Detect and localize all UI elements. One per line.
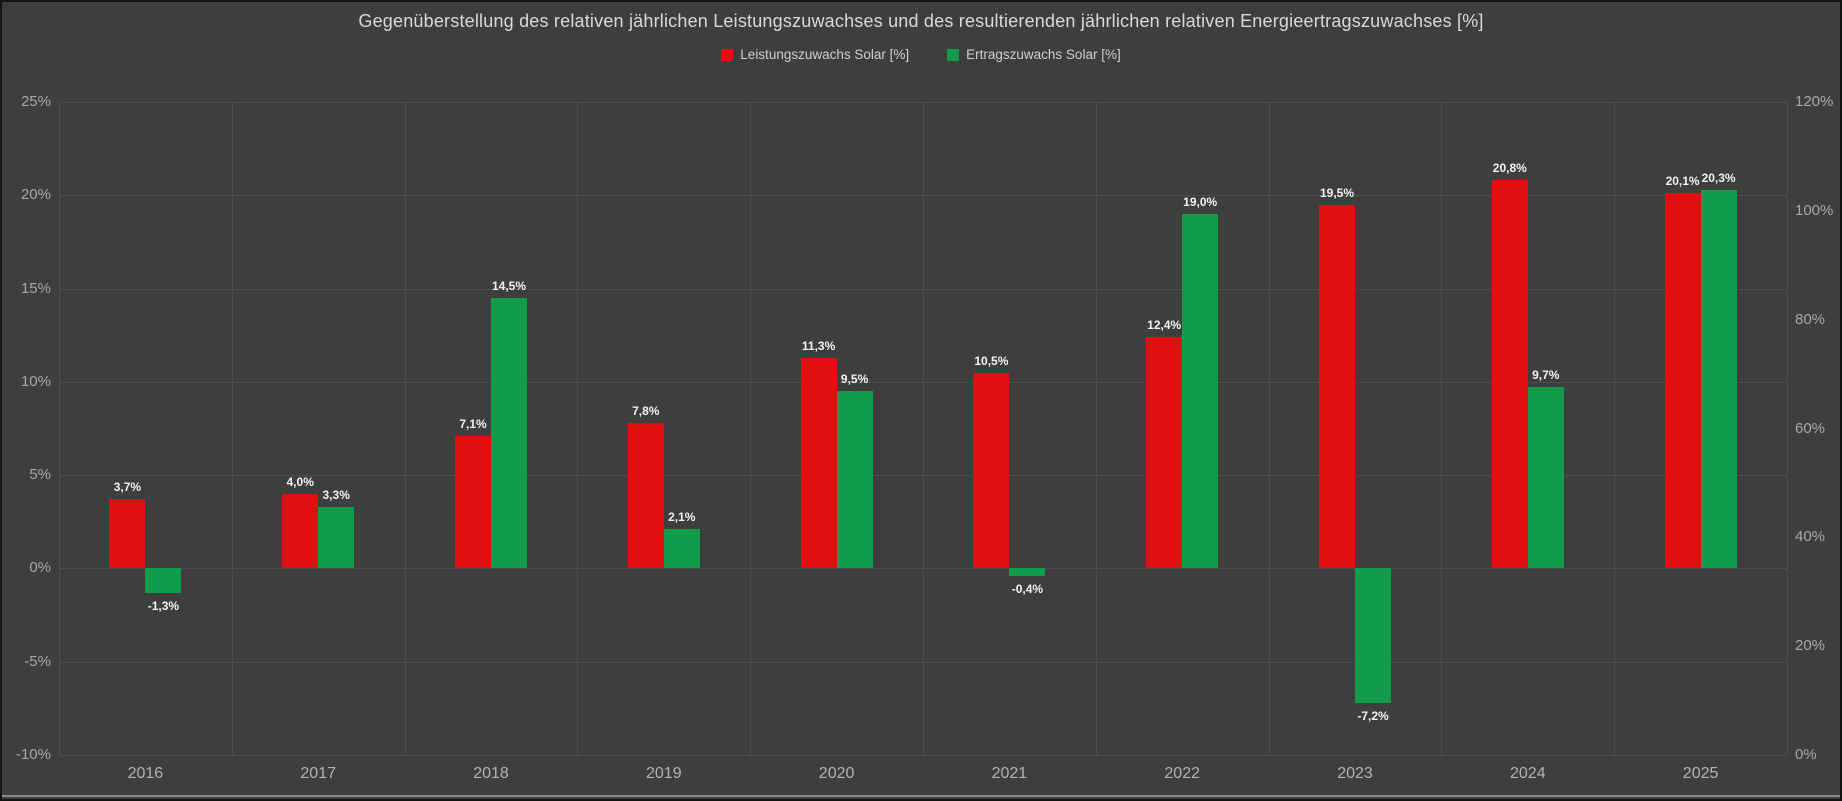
- gridline-v-7: [1268, 102, 1270, 755]
- bar-leistungszuwachs-2020: [800, 357, 837, 569]
- bar-leistungszuwachs-2019: [627, 422, 664, 569]
- data-label-leistungszuwachs-2023: 19,5%: [1319, 185, 1355, 200]
- left-axis-tick-15pct: 15%: [20, 279, 51, 297]
- chart-title: Gegenüberstellung des relativen jährlich…: [358, 11, 1484, 31]
- gridline-v-4: [750, 102, 752, 755]
- gridline-h--10pct: [59, 755, 1787, 756]
- data-label-ertragszuwachs-2021: -0,4%: [1011, 581, 1044, 596]
- data-label-leistungszuwachs-2024: 20,8%: [1492, 161, 1527, 176]
- data-label-leistungszuwachs-2016: 3,7%: [113, 480, 142, 495]
- x-axis-label-2020: 2020: [818, 765, 855, 782]
- legend-item-ertragszuwachs: Ertragszuwachs Solar [%]: [947, 47, 1121, 62]
- data-label-ertragszuwachs-2022: 19,0%: [1183, 194, 1218, 209]
- bar-leistungszuwachs-2025: [1664, 193, 1701, 569]
- bar-leistungszuwachs-2023: [1319, 204, 1355, 569]
- bar-ertragszuwachs-2021: [1009, 568, 1046, 576]
- x-axis-label-2022: 2022: [1164, 765, 1200, 782]
- bar-ertragszuwachs-2020: [836, 391, 873, 569]
- left-axis-tick-20pct: 20%: [20, 186, 51, 204]
- data-label-leistungszuwachs-2021: 10,5%: [974, 353, 1009, 368]
- data-label-ertragszuwachs-2023: -7,2%: [1357, 708, 1389, 723]
- bar-leistungszuwachs-2022: [1146, 337, 1183, 569]
- bar-ertragszuwachs-2016: [145, 568, 182, 593]
- bar-leistungszuwachs-2016: [109, 499, 146, 569]
- x-axis-label-2021: 2021: [991, 765, 1028, 782]
- x-axis-label-2018: 2018: [473, 765, 509, 782]
- data-label-ertragszuwachs-2018: 14,5%: [491, 278, 527, 293]
- right-axis-tick-60pct: 60%: [1795, 419, 1826, 437]
- left-axis-tick-5pct: 5%: [29, 466, 51, 484]
- right-axis-tick-0pct: 0%: [1795, 746, 1817, 763]
- left-axis-tick-0pct: 0%: [29, 559, 51, 577]
- gridline-v-8: [1441, 102, 1443, 755]
- x-axis: 2016 2017 2018 2019 2020 2021 2022 2023 2024 2025: [59, 765, 1787, 789]
- left-axis: 25% 20% 15% 10% 5% 0% -5% -10%: [2, 93, 51, 763]
- data-label-leistungszuwachs-2025: 20,1%: [1665, 174, 1700, 189]
- x-axis-label-2017: 2017: [300, 765, 336, 782]
- bar-leistungszuwachs-2018: [455, 435, 491, 569]
- x-axis-label-2023: 2023: [1337, 765, 1373, 782]
- left-axis-tick--5pct: -5%: [24, 652, 51, 670]
- legend-swatch-red-icon: [721, 48, 734, 61]
- gridline-v-6: [1095, 102, 1097, 755]
- bar-ertragszuwachs-2022: [1182, 213, 1219, 569]
- legend-item-leistungszuwachs: Leistungszuwachs Solar [%]: [721, 47, 909, 62]
- bar-ertragszuwachs-2023: [1355, 568, 1391, 703]
- window-bottom-edge: [2, 795, 1840, 797]
- data-label-ertragszuwachs-2019: 2,1%: [668, 510, 696, 525]
- data-label-leistungszuwachs-2017: 4,0%: [286, 474, 314, 489]
- data-label-ertragszuwachs-2017: 3,3%: [322, 487, 350, 502]
- data-label-leistungszuwachs-2020: 11,3%: [801, 338, 836, 353]
- gridline-v-9: [1614, 102, 1616, 755]
- bar-ertragszuwachs-2024: [1527, 387, 1564, 569]
- gridline-v-3: [577, 102, 579, 755]
- right-axis-tick-40pct: 40%: [1795, 528, 1826, 546]
- plot-area: 3,7% 4,0% 7,1% 7,8% 11,3% 10,5% 12,4% 19,5% 20,8…: [59, 102, 1788, 756]
- right-axis-tick-80pct: 80%: [1795, 310, 1826, 328]
- left-axis-tick-10pct: 10%: [20, 372, 51, 390]
- legend-label-ertragszuwachs: Ertragszuwachs Solar [%]: [966, 47, 1121, 62]
- bar-ertragszuwachs-2019: [663, 529, 700, 569]
- left-axis-tick-25pct: 25%: [20, 93, 51, 110]
- legend-label-leistungszuwachs: Leistungszuwachs Solar [%]: [740, 47, 910, 62]
- right-axis-tick-20pct: 20%: [1795, 637, 1826, 655]
- bar-ertragszuwachs-2017: [318, 506, 355, 569]
- bar-leistungszuwachs-2021: [973, 372, 1010, 569]
- gridline-v-1: [231, 102, 233, 755]
- chart-legend: Leistungszuwachs Solar [%] Ertragszuwach…: [2, 47, 1840, 62]
- gridline-v-2: [404, 102, 406, 755]
- data-label-leistungszuwachs-2018: 7,1%: [459, 416, 487, 431]
- right-axis: 120% 100% 80% 60% 40% 20% 0%: [1795, 93, 1840, 763]
- data-label-leistungszuwachs-2022: 12,4%: [1147, 318, 1182, 333]
- left-axis-tick--10pct: -10%: [15, 746, 51, 763]
- bar-ertragszuwachs-2025: [1700, 189, 1737, 569]
- x-axis-label-2025: 2025: [1682, 765, 1719, 782]
- right-axis-tick-100pct: 100%: [1795, 201, 1834, 219]
- x-axis-label-2019: 2019: [646, 765, 682, 782]
- data-label-leistungszuwachs-2019: 7,8%: [632, 403, 660, 418]
- data-label-ertragszuwachs-2024: 9,7%: [1532, 368, 1560, 383]
- gridline-v-0: [59, 102, 60, 755]
- bar-leistungszuwachs-2024: [1491, 180, 1528, 569]
- right-axis-tick-120pct: 120%: [1795, 93, 1834, 110]
- data-label-ertragszuwachs-2016: -1,3%: [147, 598, 180, 613]
- data-label-ertragszuwachs-2025: 20,3%: [1701, 170, 1736, 185]
- x-axis-label-2024: 2024: [1510, 765, 1546, 782]
- gridline-v-5: [923, 102, 924, 755]
- data-label-ertragszuwachs-2020: 9,5%: [840, 372, 869, 387]
- bar-ertragszuwachs-2018: [491, 297, 527, 569]
- bar-leistungszuwachs-2017: [282, 493, 319, 569]
- x-axis-label-2016: 2016: [127, 765, 164, 782]
- legend-swatch-green-icon: [947, 48, 960, 61]
- gridline-v-10: [1787, 102, 1788, 755]
